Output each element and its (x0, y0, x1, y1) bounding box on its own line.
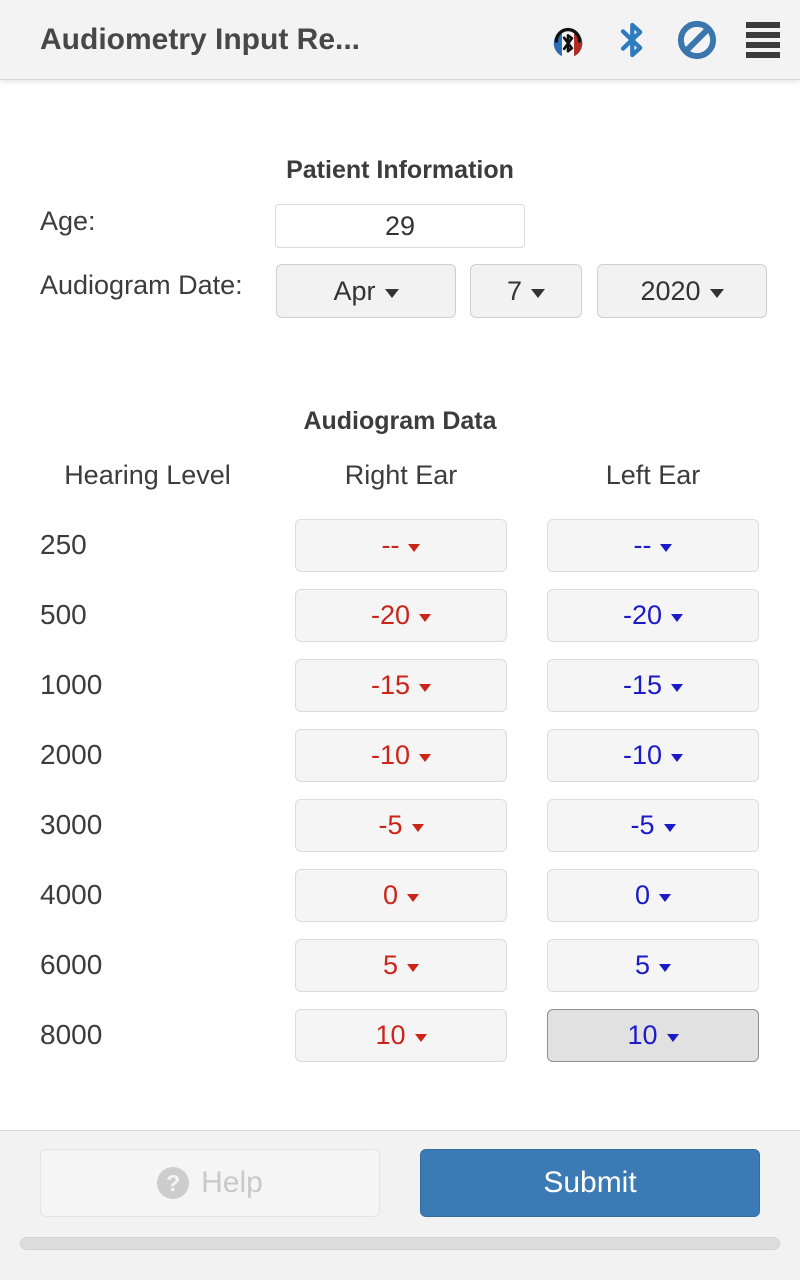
date-day-value: 7 (506, 275, 523, 306)
left-ear-dropdown[interactable]: -20 (547, 589, 759, 642)
chevron-down-icon (414, 1033, 427, 1042)
right-ear-dropdown[interactable]: -- (295, 519, 507, 572)
chevron-down-icon (411, 823, 424, 832)
left-ear-value: -5 (630, 810, 655, 840)
audiogram-row: 1000 -15 -15 (0, 650, 800, 720)
left-ear-value: 10 (627, 1020, 658, 1050)
chevron-down-icon (659, 963, 672, 972)
chevron-down-icon (671, 683, 684, 692)
date-year-value: 2020 (640, 275, 701, 306)
date-day-dropdown[interactable]: 7 (470, 264, 582, 318)
date-month-value: Apr (333, 275, 376, 306)
frequency-label: 1000 (40, 669, 103, 700)
right-ear-dropdown[interactable]: 0 (295, 869, 507, 922)
audiogram-date-label: Audiogram Date: (40, 270, 243, 300)
right-ear-value: -20 (370, 600, 411, 630)
left-ear-value: -15 (622, 670, 663, 700)
patient-info-heading: Patient Information (286, 156, 514, 184)
frequency-label: 500 (40, 599, 87, 630)
right-ear-dropdown[interactable]: -15 (295, 659, 507, 712)
chevron-down-icon (709, 288, 724, 298)
right-ear-dropdown[interactable]: 10 (295, 1009, 507, 1062)
left-ear-value: -- (633, 530, 652, 560)
age-input[interactable] (275, 204, 525, 248)
left-ear-value: -20 (622, 600, 663, 630)
frequency-label: 8000 (40, 1019, 103, 1050)
chevron-down-icon (407, 893, 420, 902)
audiogram-row: 500 -20 -20 (0, 580, 800, 650)
chevron-down-icon (407, 963, 420, 972)
left-ear-dropdown[interactable]: -10 (547, 729, 759, 782)
chevron-down-icon (384, 288, 399, 298)
col-header-hearing-level: Hearing Level (64, 460, 231, 490)
audiogram-row: 4000 0 0 (0, 860, 800, 930)
right-ear-value: -15 (370, 670, 411, 700)
right-ear-value: 0 (382, 880, 399, 910)
blocked-icon[interactable] (676, 19, 718, 61)
frequency-label: 6000 (40, 949, 103, 980)
right-ear-value: 10 (375, 1020, 406, 1050)
chevron-down-icon (671, 753, 684, 762)
age-label: Age: (40, 206, 96, 236)
footer-bar: ? Help Submit (0, 1130, 800, 1280)
headset-bluetooth-icon (546, 18, 590, 62)
audiogram-row: 6000 5 5 (0, 930, 800, 1000)
right-ear-value: -10 (370, 740, 411, 770)
left-ear-dropdown[interactable]: 10 (547, 1009, 759, 1062)
left-ear-value: -10 (622, 740, 663, 770)
audiogram-row: 3000 -5 -5 (0, 790, 800, 860)
help-button[interactable]: ? Help (40, 1149, 380, 1217)
bluetooth-icon[interactable] (616, 20, 650, 60)
audiogram-row: 2000 -10 -10 (0, 720, 800, 790)
right-ear-dropdown[interactable]: -10 (295, 729, 507, 782)
col-header-left-ear: Left Ear (605, 460, 701, 490)
chevron-down-icon (663, 823, 676, 832)
left-ear-dropdown[interactable]: 5 (547, 939, 759, 992)
right-ear-value: 5 (382, 950, 399, 980)
left-ear-value: 0 (634, 880, 651, 910)
left-ear-dropdown[interactable]: -- (547, 519, 759, 572)
chevron-down-icon (659, 893, 672, 902)
menu-icon[interactable] (746, 21, 780, 58)
left-ear-dropdown[interactable]: -15 (547, 659, 759, 712)
chevron-down-icon (419, 683, 432, 692)
chevron-down-icon (408, 543, 421, 552)
audiogram-data-heading: Audiogram Data (303, 407, 497, 435)
app-title: Audiometry Input Re... (40, 22, 361, 56)
chevron-down-icon (419, 753, 432, 762)
submit-button[interactable]: Submit (420, 1149, 760, 1217)
chevron-down-icon (660, 543, 673, 552)
left-ear-dropdown[interactable]: 0 (547, 869, 759, 922)
date-month-dropdown[interactable]: Apr (276, 264, 456, 318)
audiogram-row: 250 -- -- (0, 510, 800, 580)
help-button-label: Help (201, 1166, 263, 1199)
left-ear-value: 5 (634, 950, 651, 980)
main-content: Patient Information Age: Audiogram Date:… (0, 80, 800, 1130)
chevron-down-icon (419, 613, 432, 622)
right-ear-dropdown[interactable]: -20 (295, 589, 507, 642)
submit-button-label: Submit (543, 1166, 637, 1199)
col-header-right-ear: Right Ear (344, 460, 458, 490)
audiogram-row: 8000 10 10 (0, 1000, 800, 1070)
frequency-label: 250 (40, 529, 87, 560)
app-header: Audiometry Input Re... (0, 0, 800, 80)
right-ear-value: -5 (378, 810, 403, 840)
frequency-label: 2000 (40, 739, 103, 770)
date-year-dropdown[interactable]: 2020 (597, 264, 767, 318)
right-ear-dropdown[interactable]: -5 (295, 799, 507, 852)
help-icon: ? (157, 1167, 190, 1199)
frequency-label: 4000 (40, 879, 103, 910)
horizontal-scrollbar[interactable] (20, 1237, 780, 1250)
chevron-down-icon (531, 288, 546, 298)
left-ear-dropdown[interactable]: -5 (547, 799, 759, 852)
frequency-label: 3000 (40, 809, 103, 840)
right-ear-dropdown[interactable]: 5 (295, 939, 507, 992)
chevron-down-icon (671, 613, 684, 622)
right-ear-value: -- (381, 530, 400, 560)
chevron-down-icon (666, 1033, 679, 1042)
